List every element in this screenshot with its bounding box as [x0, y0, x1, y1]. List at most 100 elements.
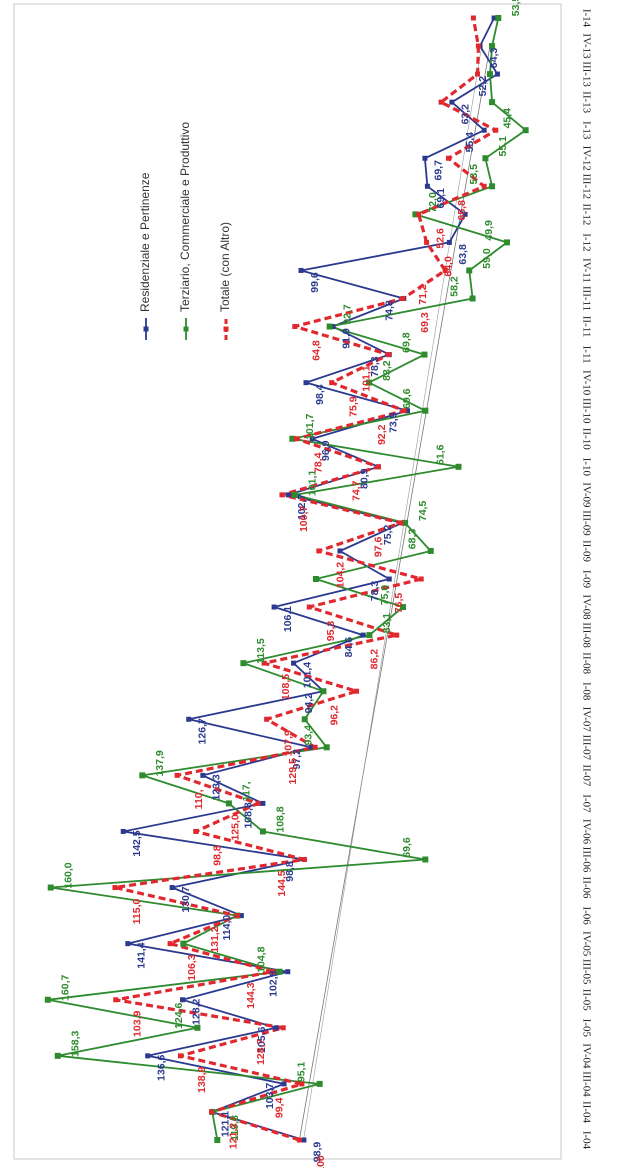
- category-tick-label: III-12: [580, 173, 592, 199]
- data-label: 69,1: [435, 188, 447, 209]
- data-point: [489, 183, 496, 190]
- data-label: 52,2: [477, 76, 489, 97]
- data-point: [398, 520, 404, 526]
- data-point: [293, 436, 299, 442]
- data-point: [303, 380, 309, 386]
- category-tick-label: II-04: [580, 1101, 592, 1123]
- data-point: [240, 660, 247, 667]
- data-label: 119,8: [229, 1115, 241, 1141]
- data-label: 101,7: [304, 414, 316, 440]
- data-point: [308, 744, 314, 750]
- data-label: 98,9: [312, 1142, 324, 1163]
- data-label: 73,9: [387, 412, 399, 433]
- data-label: 126,7: [196, 718, 208, 744]
- data-label: 125,0: [230, 814, 242, 840]
- data-label: 141,4: [136, 942, 148, 968]
- data-point: [312, 744, 318, 750]
- data-point: [194, 1024, 201, 1031]
- data-point: [360, 632, 366, 638]
- data-point: [427, 547, 434, 554]
- data-label: 59,0: [481, 248, 493, 269]
- data-label: 124,6: [173, 1003, 185, 1029]
- data-point: [285, 492, 291, 498]
- data-point: [279, 492, 285, 498]
- data-point: [145, 1053, 151, 1059]
- data-point: [489, 99, 496, 106]
- data-point: [238, 913, 244, 919]
- data-point: [177, 1053, 183, 1059]
- data-point: [400, 296, 406, 301]
- data-label: 107,9: [282, 730, 294, 756]
- data-label: 102,7: [296, 494, 308, 520]
- data-point: [273, 1025, 279, 1031]
- data-label: 74,5: [417, 501, 429, 522]
- data-point: [200, 772, 206, 778]
- data-label: 75,0: [379, 585, 391, 606]
- category-tick-label: II-05: [580, 989, 592, 1011]
- data-label: 97,2: [291, 749, 303, 770]
- data-label: 98,4: [314, 384, 326, 405]
- category-tick-label: I-06: [580, 906, 592, 925]
- category-tick-label: IV-12: [580, 146, 592, 171]
- data-point: [270, 969, 276, 975]
- data-point: [225, 800, 232, 807]
- data-point: [179, 997, 185, 1003]
- category-tick-label: III-06: [580, 847, 592, 873]
- category-tick-label: III-08: [580, 622, 592, 648]
- data-label: 121,2: [227, 1123, 239, 1149]
- data-labels: 98,9 121,1 103,7 136,6 105,6 128,2 102,8 141,4 1…: [60, 0, 522, 1168]
- data-point: [446, 239, 452, 245]
- data-label: 115,0: [131, 898, 143, 924]
- data-label: 128,7: [255, 1039, 267, 1065]
- category-tick-label: IV-08: [580, 594, 592, 620]
- data-point: [47, 884, 54, 891]
- data-label: 64,8: [311, 340, 323, 361]
- category-tick-label: IV-07: [580, 707, 592, 733]
- data-point: [412, 211, 419, 218]
- data-label: 55,1: [497, 136, 509, 157]
- data-point: [291, 491, 298, 498]
- data-point: [113, 997, 119, 1003]
- data-point: [306, 604, 312, 610]
- legend-label: Terziario, Commerciale e Produttivo: [178, 122, 192, 312]
- data-label: 69,6: [401, 388, 413, 409]
- data-point: [475, 43, 481, 49]
- category-tick-label: I-13: [580, 121, 592, 140]
- category-tick-label: I-08: [580, 682, 592, 701]
- data-label: 108,8: [275, 806, 287, 832]
- category-tick-label: II-06: [580, 877, 592, 899]
- data-label: 104,2: [335, 562, 347, 588]
- category-tick-label: II-09: [580, 540, 592, 562]
- data-point: [418, 576, 424, 582]
- data-point: [493, 127, 499, 133]
- legend-marker: [183, 326, 189, 332]
- data-label: 64,3: [488, 48, 500, 69]
- category-tick-label: I-14: [580, 9, 592, 28]
- data-label: 75,2: [382, 525, 394, 546]
- data-label: 101,1: [307, 470, 319, 496]
- category-tick-label: III-13: [580, 61, 592, 87]
- data-label: 75,9: [347, 396, 359, 417]
- data-point: [422, 407, 429, 414]
- data-point: [309, 436, 315, 442]
- data-label: 91,9: [341, 328, 353, 349]
- data-label: 160,7: [60, 975, 72, 1001]
- data-point: [167, 941, 173, 947]
- data-point: [276, 968, 283, 975]
- data-point: [264, 716, 270, 722]
- legend-label: Totale (con Altro): [218, 222, 232, 312]
- data-point: [462, 211, 468, 217]
- data-point: [291, 660, 297, 666]
- data-label: 99,4: [274, 1098, 286, 1119]
- data-label: 53,5: [510, 0, 522, 16]
- data-point: [289, 435, 296, 442]
- category-tick-label: IV-10: [580, 370, 592, 396]
- data-point: [446, 155, 452, 161]
- category-tick-label: IV-11: [580, 258, 592, 283]
- data-point: [466, 267, 473, 274]
- data-label: 105,6: [256, 1027, 268, 1053]
- data-point: [280, 1025, 286, 1031]
- data-point: [316, 548, 322, 554]
- data-point: [399, 604, 406, 611]
- data-point: [214, 1137, 221, 1143]
